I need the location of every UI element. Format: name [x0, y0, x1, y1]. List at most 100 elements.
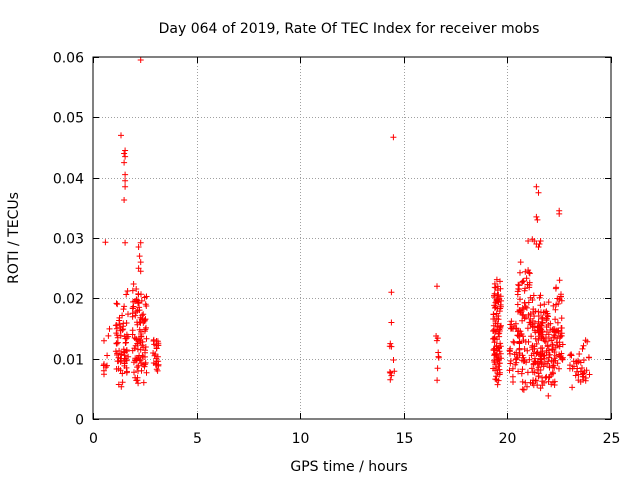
- data-point: [545, 322, 552, 328]
- data-point: [121, 197, 128, 203]
- data-point: [552, 357, 559, 364]
- x-tick-label: 25: [603, 431, 621, 447]
- data-point: [520, 386, 527, 393]
- data-point: [495, 353, 502, 360]
- data-point: [116, 347, 123, 354]
- data-point: [529, 380, 536, 387]
- data-point: [527, 315, 534, 322]
- data-point: [491, 284, 498, 291]
- data-point: [101, 361, 107, 368]
- data-point: [132, 374, 139, 381]
- data-point: [516, 282, 522, 289]
- data-point: [519, 378, 526, 385]
- data-point: [113, 330, 120, 337]
- data-point: [557, 293, 564, 300]
- data-point: [552, 344, 559, 351]
- data-point: [572, 372, 579, 379]
- data-point: [123, 339, 129, 346]
- data-point: [517, 259, 524, 266]
- data-point: [120, 346, 127, 353]
- data-point: [122, 183, 129, 190]
- data-point: [507, 345, 514, 352]
- data-point: [569, 384, 576, 391]
- data-point: [129, 331, 136, 338]
- data-point: [522, 379, 529, 386]
- data-point: [535, 189, 542, 196]
- data-point: [155, 340, 162, 347]
- data-point: [143, 369, 150, 376]
- data-point: [143, 335, 150, 342]
- data-point: [526, 279, 533, 286]
- data-point: [154, 367, 161, 374]
- data-point: [105, 332, 112, 339]
- data-point: [517, 328, 524, 335]
- data-point: [434, 283, 440, 290]
- data-point: [133, 309, 139, 315]
- data-point: [528, 333, 535, 340]
- data-point: [558, 350, 565, 357]
- y-tick-label: 0.02: [53, 292, 84, 308]
- data-point: [535, 370, 542, 377]
- plot-frame: [92, 56, 612, 420]
- data-point: [550, 326, 557, 332]
- data-point: [544, 360, 550, 367]
- data-point: [534, 216, 541, 223]
- data-point: [537, 385, 544, 392]
- data-point: [554, 319, 561, 326]
- x-tick-label: 10: [292, 431, 310, 447]
- data-point: [143, 293, 150, 300]
- data-point: [575, 357, 581, 364]
- data-point: [541, 379, 547, 386]
- data-point: [137, 268, 144, 275]
- data-point: [550, 370, 556, 377]
- data-point: [142, 349, 148, 356]
- data-point: [491, 290, 498, 297]
- data-point: [523, 275, 530, 282]
- data-point: [519, 278, 526, 285]
- data-point: [511, 339, 518, 346]
- data-point: [387, 370, 394, 376]
- data-point: [546, 364, 553, 371]
- data-point: [508, 318, 515, 325]
- data-point: [507, 360, 514, 367]
- data-point: [513, 355, 520, 362]
- data-point: [119, 379, 126, 386]
- data-point: [387, 376, 394, 383]
- data-point: [493, 376, 500, 383]
- data-point: [512, 356, 519, 363]
- data-point: [576, 351, 583, 357]
- data-point: [543, 349, 550, 356]
- data-point: [101, 337, 107, 344]
- data-point: [153, 345, 160, 352]
- data-point: [545, 331, 552, 338]
- data-point: [537, 292, 544, 299]
- data-point: [113, 300, 120, 307]
- data-point: [514, 332, 521, 339]
- data-point: [122, 147, 129, 154]
- data-point: [117, 355, 124, 362]
- data-point: [544, 343, 551, 350]
- data-point: [497, 278, 503, 285]
- data-point: [113, 325, 120, 332]
- chart-title: Day 064 of 2019, Rate Of TEC Index for r…: [159, 21, 540, 37]
- data-point: [534, 323, 541, 330]
- data-point: [519, 279, 525, 286]
- data-point: [532, 335, 539, 342]
- data-point: [390, 357, 397, 363]
- data-point: [137, 259, 144, 266]
- data-point: [526, 356, 533, 363]
- data-point: [495, 316, 502, 323]
- data-point: [510, 379, 516, 385]
- data-point: [101, 371, 107, 378]
- data-point: [552, 306, 559, 313]
- data-point: [558, 297, 565, 304]
- data-point: [553, 339, 560, 346]
- data-point: [556, 277, 563, 284]
- y-tick-label: 0: [75, 413, 84, 429]
- data-point: [130, 281, 137, 287]
- data-point: [521, 357, 528, 364]
- data-point: [555, 300, 562, 307]
- data-point: [552, 316, 559, 323]
- data-point: [135, 336, 142, 342]
- data-point: [567, 352, 574, 359]
